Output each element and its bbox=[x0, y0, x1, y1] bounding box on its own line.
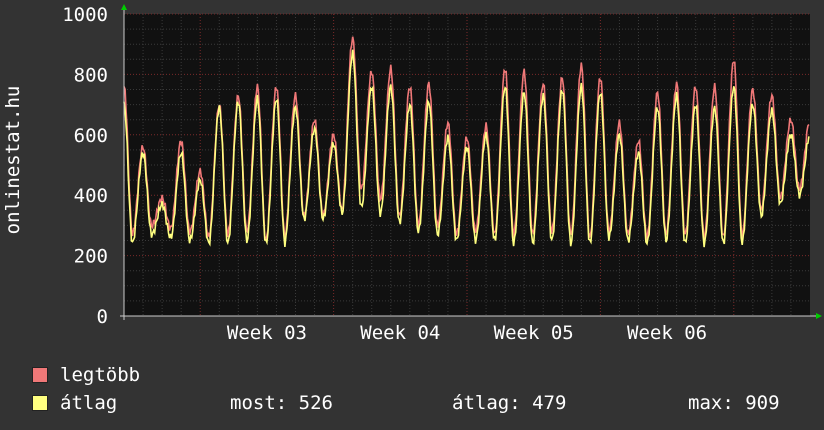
stat-atlag: átlag: 479 bbox=[452, 392, 567, 414]
tick-labels: 0 200 400 600 800 1000 Week 03 Week 04 Week 05 We… bbox=[62, 4, 707, 344]
y-tick-label: 400 bbox=[74, 185, 108, 207]
series-line-0 bbox=[123, 36, 810, 242]
x-tick-label: Week 05 bbox=[494, 322, 574, 344]
x-tick-label: Week 06 bbox=[627, 322, 707, 344]
x-axis-arrow-icon bbox=[816, 313, 822, 319]
stat-most: most: 526 bbox=[230, 392, 333, 414]
chart-canvas: 0 200 400 600 800 1000 Week 03 Week 04 Week 05 We… bbox=[62, 4, 822, 344]
y-tick-label: 1000 bbox=[62, 4, 108, 26]
series-group bbox=[123, 36, 810, 248]
y-axis-arrow-icon bbox=[121, 4, 127, 10]
y-tick-label: 600 bbox=[74, 125, 108, 147]
legend-swatch-legtobb bbox=[32, 367, 48, 383]
y-tick-label: 200 bbox=[74, 246, 108, 268]
stat-max: max: 909 bbox=[688, 392, 780, 414]
x-tick-label: Week 04 bbox=[360, 322, 440, 344]
y-tick-label: 0 bbox=[97, 306, 108, 328]
y-axis-label: onlinestat.hu bbox=[2, 85, 24, 235]
x-tick-label: Week 03 bbox=[227, 322, 307, 344]
axes bbox=[120, 4, 822, 320]
y-tick-label: 800 bbox=[74, 64, 108, 86]
grid bbox=[124, 13, 810, 316]
legend-swatch-atlag bbox=[32, 395, 48, 411]
series-line-1 bbox=[123, 49, 810, 248]
legend-item-legtobb: legtöbb bbox=[32, 364, 140, 386]
legend-label-atlag: átlag bbox=[60, 392, 118, 414]
legend-label-legtobb: legtöbb bbox=[60, 364, 141, 386]
legend-item-atlag: átlag bbox=[32, 392, 117, 414]
